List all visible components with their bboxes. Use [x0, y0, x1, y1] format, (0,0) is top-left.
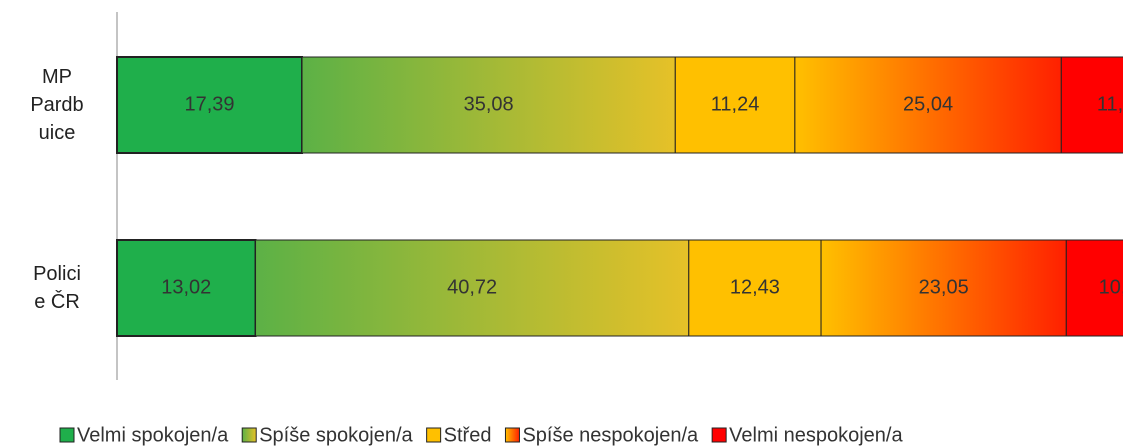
value-label: 23,05: [919, 276, 969, 298]
value-label: 40,72: [447, 276, 497, 298]
bar-segment: [116, 239, 257, 337]
legend-swatch: [241, 427, 257, 443]
bar-segment: [301, 56, 676, 154]
legend-swatch: [504, 427, 520, 443]
legend-label: Střed: [444, 424, 492, 446]
bar-segment: [688, 239, 822, 337]
value-label: 10,78: [1099, 276, 1123, 298]
value-label: 11,24: [711, 93, 760, 115]
legend-swatch: [426, 427, 442, 443]
value-label: 35,08: [464, 93, 514, 115]
value-label: 12,43: [730, 276, 780, 298]
value-label: 17,39: [184, 93, 234, 115]
value-label: 25,04: [903, 93, 953, 115]
bar-segment: [674, 56, 796, 154]
legend-label: Velmi spokojen/a: [77, 424, 229, 446]
bar-segment: [1060, 56, 1123, 154]
legend-label: Spíše nespokojen/a: [522, 424, 699, 446]
value-label: 13,02: [161, 276, 211, 298]
legend-swatch: [59, 427, 75, 443]
category-label: MP Pardbuice: [30, 66, 84, 144]
bar-segment: [1065, 239, 1123, 337]
legend-label: Spíše spokojen/a: [259, 424, 413, 446]
category-label: Policie ČR: [33, 263, 81, 313]
value-label: 11,25: [1097, 93, 1123, 115]
legend-swatch: [711, 427, 727, 443]
legend-label: Velmi nespokojen/a: [729, 424, 903, 446]
bar-segment: [255, 239, 690, 337]
